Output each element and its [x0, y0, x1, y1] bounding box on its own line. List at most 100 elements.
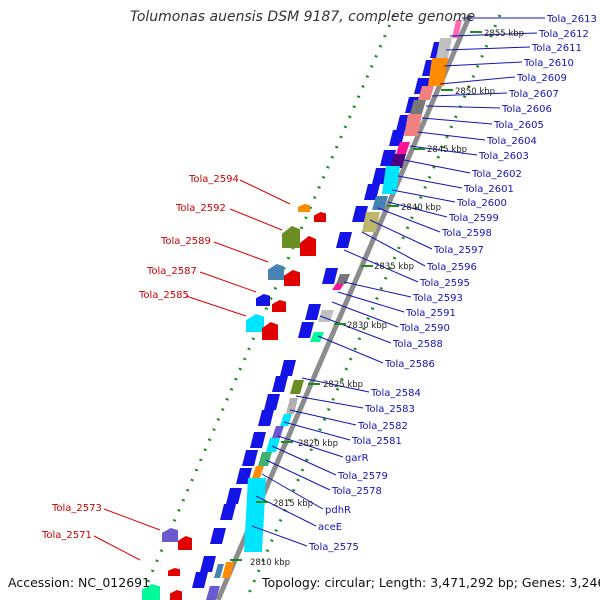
gene-label[interactable]: Tola_2590: [399, 323, 450, 334]
gene-label[interactable]: Tola_2591: [405, 308, 456, 319]
gene-label[interactable]: Tola_2578: [331, 486, 382, 497]
gene-arrow: [162, 528, 178, 542]
leader-line-right: [251, 525, 308, 547]
gene-block: [336, 274, 350, 284]
gene-label[interactable]: Tola_2601: [463, 184, 514, 195]
gene-label[interactable]: Tola_2575: [308, 542, 359, 553]
gene-block: [404, 114, 422, 136]
gene-block-blue: [352, 206, 368, 222]
gene-label[interactable]: garR: [345, 453, 369, 464]
gene-label[interactable]: Tola_2607: [508, 89, 559, 100]
leader-line-right: [319, 315, 392, 344]
gene-label[interactable]: Tola_2598: [441, 228, 492, 239]
gene-label[interactable]: Tola_2595: [419, 278, 470, 289]
gene-arrow: [282, 226, 300, 248]
gene-arrow: [168, 568, 180, 576]
leader-line-right: [417, 131, 486, 141]
tick-label: 2845 kbp: [427, 145, 467, 155]
gene-label[interactable]: Tola_2613: [546, 14, 597, 25]
gene-label[interactable]: Tola_2609: [516, 73, 567, 84]
gene-label[interactable]: Tola_2581: [351, 436, 402, 447]
leader-line-right: [443, 61, 523, 67]
tick-label: 2820 kbp: [298, 439, 338, 449]
gene-arrow: [170, 590, 182, 600]
leader-line-right: [337, 291, 405, 313]
leader-line-left: [199, 271, 257, 293]
gene-label[interactable]: Tola_2611: [531, 43, 582, 54]
leader-line-right: [295, 395, 364, 409]
gene-label[interactable]: Tola_2593: [412, 293, 463, 304]
gene-label[interactable]: Tola_2586: [384, 359, 435, 370]
gene-label[interactable]: Tola_2603: [478, 151, 529, 162]
leader-line-right: [403, 159, 471, 174]
gene-arrow: [272, 300, 286, 312]
gene-label[interactable]: Tola_2599: [448, 213, 499, 224]
gene-label[interactable]: Tola_2597: [433, 245, 484, 256]
gene-block: [418, 86, 434, 100]
gene-block-blue: [280, 360, 296, 376]
gene-label[interactable]: Tola_2602: [471, 169, 522, 180]
gene-label[interactable]: Tola_2571: [41, 530, 92, 541]
gene-label[interactable]: Tola_2612: [538, 29, 589, 40]
gene-block: [222, 562, 234, 578]
leader-line-left: [213, 241, 269, 263]
tick-label: 2855 kbp: [484, 29, 524, 39]
gene-label[interactable]: Tola_2604: [486, 136, 537, 147]
gene-block-blue: [272, 376, 288, 392]
gene-block-blue: [192, 572, 208, 588]
gene-arrow: [314, 212, 326, 222]
gene-block-blue: [226, 488, 242, 504]
gene-label[interactable]: Tola_2605: [493, 120, 544, 131]
leader-line-right: [449, 32, 538, 37]
leader-line-right: [387, 201, 448, 218]
leader-line-right: [425, 105, 501, 109]
gene-block: [396, 142, 410, 154]
gene-block: [332, 284, 344, 290]
gene-label[interactable]: Tola_2584: [370, 388, 421, 399]
gene-arrow: [178, 536, 192, 550]
gene-label[interactable]: Tola_2594: [188, 174, 239, 185]
gene-features: [142, 20, 462, 600]
leader-line-right: [343, 281, 412, 298]
gene-block: [244, 478, 266, 552]
gene-label[interactable]: Tola_2587: [146, 266, 197, 277]
gene-label[interactable]: Tola_2596: [426, 262, 477, 273]
gene-arrow: [256, 294, 270, 306]
gene-label[interactable]: Tola_2583: [364, 404, 415, 415]
gene-label[interactable]: Tola_2573: [51, 503, 102, 514]
gene-label[interactable]: Tola_2579: [337, 471, 388, 482]
gene-label[interactable]: Tola_2585: [138, 290, 189, 301]
gene-block: [452, 20, 462, 38]
scale-ticks: 2855 kbp 2850 kbp 2845 kbp 2840 kbp 2835…: [230, 29, 524, 568]
gene-label[interactable]: pdhR: [325, 505, 351, 516]
gene-label[interactable]: aceE: [318, 522, 342, 533]
gene-arrow: [298, 204, 310, 212]
leader-line-right: [391, 189, 456, 203]
gene-block-blue: [336, 232, 352, 248]
gene-label[interactable]: Tola_2606: [501, 104, 552, 115]
leader-line-left: [103, 508, 161, 531]
gene-block-blue: [250, 432, 266, 448]
gene-block: [214, 564, 224, 578]
label-leaders: [93, 17, 545, 561]
gene-block: [410, 100, 426, 114]
accession-text: Accession: NC_012691: [8, 575, 151, 590]
leader-line-left: [239, 179, 291, 205]
leader-line-right: [331, 301, 399, 328]
gene-label[interactable]: Tola_2600: [456, 198, 507, 209]
tick-label: 2815 kbp: [273, 499, 313, 509]
gene-label[interactable]: Tola_2582: [357, 421, 408, 432]
tick-label: 2825 kbp: [323, 380, 363, 390]
gene-block-blue: [322, 268, 338, 284]
map-title: Tolumonas auensis DSM 9187, complete gen…: [130, 9, 476, 25]
gene-label[interactable]: Tola_2592: [175, 203, 226, 214]
gene-label[interactable]: Tola_2588: [392, 339, 443, 350]
gene-label[interactable]: Tola_2589: [160, 236, 211, 247]
gene-arrow: [262, 322, 278, 340]
gene-arrow: [142, 584, 160, 600]
leader-line-right: [361, 231, 426, 267]
gene-block: [252, 466, 264, 478]
gene-label[interactable]: Tola_2610: [523, 58, 574, 69]
gene-block: [272, 426, 284, 438]
